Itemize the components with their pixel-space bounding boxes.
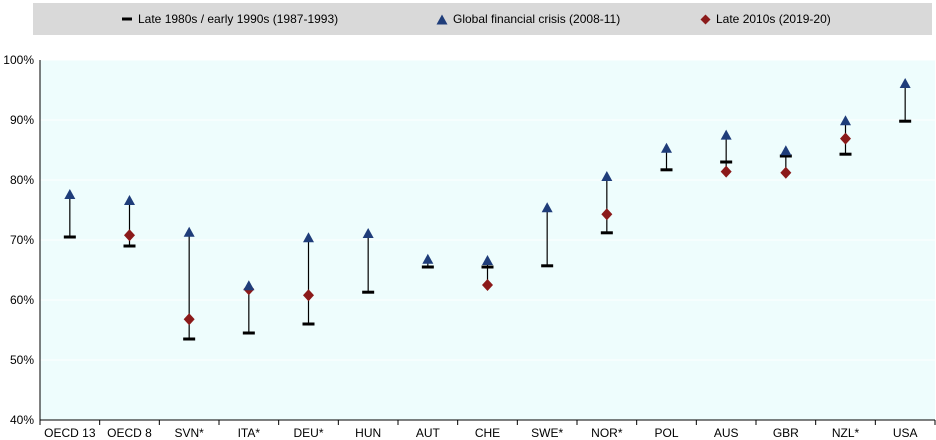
x-tick-label: DEU* bbox=[293, 426, 323, 440]
x-tick-label: OECD 8 bbox=[107, 426, 152, 440]
dash-marker bbox=[600, 231, 613, 235]
dash-marker-icon bbox=[122, 17, 132, 21]
triangle-marker bbox=[661, 142, 672, 153]
legend: Late 1980s / early 1990s (1987-1993) Glo… bbox=[33, 3, 932, 35]
y-tick-label: 50% bbox=[10, 353, 34, 367]
triangle-marker-icon bbox=[436, 14, 448, 24]
y-tick-label: 70% bbox=[10, 233, 34, 247]
x-tick-label: ITA* bbox=[238, 426, 261, 440]
triangle-marker bbox=[780, 145, 792, 156]
triangle-marker bbox=[422, 253, 434, 264]
triangle-marker bbox=[840, 115, 851, 126]
diamond-marker bbox=[303, 289, 314, 302]
x-tick-label: OECD 13 bbox=[44, 426, 96, 440]
x-tick-label: HUN bbox=[355, 426, 381, 440]
triangle-marker bbox=[541, 202, 553, 213]
dash-marker bbox=[183, 337, 196, 341]
x-tick-label: NOR* bbox=[591, 426, 623, 440]
dash-marker bbox=[123, 244, 136, 248]
diamond-marker bbox=[124, 229, 135, 242]
y-tick-label: 90% bbox=[10, 113, 34, 127]
dash-marker bbox=[362, 290, 375, 294]
x-tick-label: NZL* bbox=[832, 426, 860, 440]
dash-marker bbox=[899, 119, 912, 123]
x-tick-label: GBR bbox=[773, 426, 799, 440]
triangle-marker bbox=[899, 78, 911, 88]
triangle-marker bbox=[243, 280, 255, 291]
diamond-marker bbox=[720, 165, 732, 178]
legend-item-late-1980s: Late 1980s / early 1990s (1987-1993) bbox=[121, 12, 338, 26]
dash-marker bbox=[839, 152, 852, 156]
diamond-marker bbox=[482, 279, 493, 291]
triangle-marker bbox=[362, 228, 374, 238]
x-tick-label: USA bbox=[893, 426, 918, 440]
triangle-marker bbox=[720, 129, 732, 140]
diamond-marker bbox=[601, 208, 613, 221]
legend-item-late-2010s: Late 2010s (2019-20) bbox=[700, 12, 831, 26]
legend-item-global-financial-crisis: Global financial crisis (2008-11) bbox=[436, 12, 620, 26]
legend-label-late-2010s: Late 2010s (2019-20) bbox=[716, 12, 831, 26]
dash-marker bbox=[421, 265, 434, 269]
dash-marker bbox=[720, 160, 733, 164]
legend-label-global-financial-crisis: Global financial crisis (2008-11) bbox=[453, 12, 621, 26]
y-tick-label: 60% bbox=[10, 293, 34, 307]
dash-marker bbox=[302, 322, 315, 326]
dash-marker bbox=[541, 264, 554, 268]
x-tick-label: POL bbox=[654, 426, 678, 440]
diamond-marker bbox=[840, 132, 851, 145]
dash-marker bbox=[481, 265, 494, 269]
triangle-marker bbox=[303, 232, 314, 243]
x-tick-label: AUS bbox=[714, 426, 739, 440]
triangle-marker bbox=[124, 195, 135, 205]
dash-marker bbox=[63, 235, 76, 239]
x-tick-label: SWE* bbox=[531, 426, 563, 440]
dash-marker bbox=[242, 331, 255, 335]
x-tick-label: CHE bbox=[475, 426, 500, 440]
x-tick-label: AUT bbox=[416, 426, 441, 440]
x-tick-label: SVN* bbox=[174, 426, 204, 440]
dash-marker bbox=[660, 168, 673, 172]
diamond-marker bbox=[780, 166, 792, 179]
diamond-marker bbox=[183, 313, 195, 326]
triangle-marker bbox=[601, 171, 613, 181]
y-tick-label: 100% bbox=[3, 53, 34, 67]
diamond-marker-icon bbox=[700, 14, 711, 24]
triangle-marker bbox=[482, 255, 493, 265]
triangle-marker bbox=[183, 226, 195, 237]
y-tick-label: 80% bbox=[10, 173, 34, 187]
dash-marker bbox=[779, 154, 792, 158]
triangle-marker bbox=[64, 189, 76, 199]
legend-label-late-1980s: Late 1980s / early 1990s (1987-1993) bbox=[138, 12, 339, 26]
y-tick-label: 40% bbox=[10, 413, 34, 427]
